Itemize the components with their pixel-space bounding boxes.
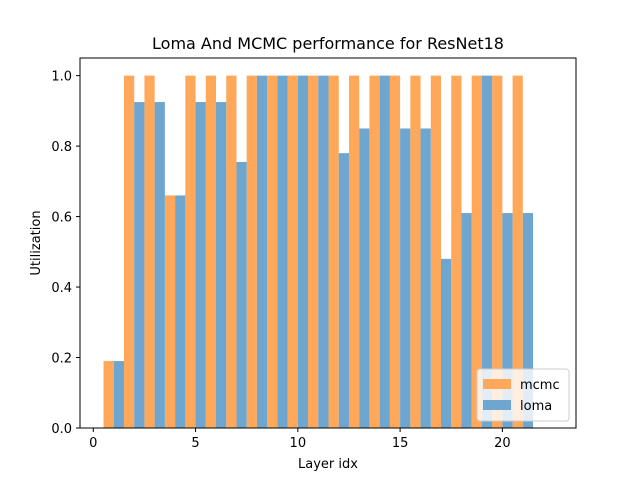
bar-mcmc bbox=[471, 75, 482, 428]
bar-loma bbox=[134, 102, 145, 429]
bar-mcmc bbox=[267, 75, 278, 428]
bar-mcmc bbox=[123, 75, 135, 428]
bar-mcmc bbox=[430, 75, 442, 428]
bar-mcmc bbox=[185, 75, 196, 428]
x-tick-label: 20 bbox=[494, 436, 511, 451]
bar-loma bbox=[154, 102, 165, 429]
chart-title: Loma And MCMC performance for ResNet18 bbox=[152, 34, 504, 53]
legend-swatch-loma bbox=[483, 400, 511, 410]
bar-loma bbox=[461, 213, 472, 428]
bar-mcmc bbox=[144, 75, 155, 428]
x-tick-label: 10 bbox=[290, 436, 307, 451]
bar-mcmc bbox=[246, 75, 257, 428]
bar-loma bbox=[256, 75, 268, 428]
x-tick-label: 0 bbox=[89, 436, 97, 451]
y-tick-label: 0.6 bbox=[51, 211, 72, 226]
bar-loma bbox=[277, 75, 288, 428]
bars-group bbox=[103, 75, 534, 429]
axes-group: 0 5 10 15 20 0.0 0.2 0.4 0.6 0.8 1.0 bbox=[51, 57, 577, 451]
bar-mcmc bbox=[205, 75, 217, 428]
bar-mcmc bbox=[328, 75, 339, 428]
y-tick-label: 0.2 bbox=[51, 352, 72, 367]
bar-loma bbox=[318, 75, 329, 428]
legend-swatch-mcmc bbox=[483, 379, 511, 389]
bar-mcmc bbox=[103, 361, 114, 428]
legend-label-loma: loma bbox=[520, 399, 552, 414]
y-axis-label: Utilization bbox=[29, 210, 44, 275]
bar-loma bbox=[481, 75, 493, 428]
legend-label-mcmc: mcmc bbox=[520, 378, 560, 393]
y-tick-label: 0.4 bbox=[51, 281, 72, 296]
bar-loma bbox=[441, 258, 452, 428]
bar-mcmc bbox=[389, 75, 401, 428]
bar-mcmc bbox=[410, 75, 421, 428]
bar-loma bbox=[236, 161, 247, 428]
bar-mcmc bbox=[348, 75, 360, 428]
x-axis-label: Layer idx bbox=[298, 457, 358, 472]
x-tick-label: 5 bbox=[191, 436, 199, 451]
bar-loma bbox=[113, 361, 124, 428]
bar-mcmc bbox=[287, 75, 298, 428]
y-tick-label: 0.8 bbox=[51, 140, 72, 155]
bar-loma bbox=[502, 213, 513, 428]
plot-frame bbox=[79, 57, 577, 429]
bar-mcmc bbox=[308, 75, 319, 428]
bar-mcmc bbox=[164, 195, 176, 428]
bar-mcmc bbox=[492, 75, 503, 428]
bar-loma bbox=[175, 195, 186, 428]
bar-mcmc bbox=[451, 75, 462, 428]
bar-loma bbox=[216, 102, 227, 429]
y-tick-label: 0.0 bbox=[51, 422, 72, 437]
bar-loma bbox=[379, 75, 390, 428]
bar-loma bbox=[400, 128, 411, 428]
bar-mcmc bbox=[512, 75, 523, 428]
bar-loma bbox=[297, 75, 309, 428]
bar-loma bbox=[338, 153, 349, 428]
legend: mcmc loma bbox=[476, 368, 570, 422]
bar-loma bbox=[195, 102, 206, 429]
bar-loma bbox=[420, 128, 431, 428]
bar-mcmc bbox=[369, 75, 380, 428]
bar-mcmc bbox=[226, 75, 237, 428]
bar-loma bbox=[359, 128, 370, 428]
y-tick-label: 1.0 bbox=[51, 70, 72, 85]
bar-loma bbox=[522, 213, 534, 428]
x-tick-label: 15 bbox=[392, 436, 409, 451]
